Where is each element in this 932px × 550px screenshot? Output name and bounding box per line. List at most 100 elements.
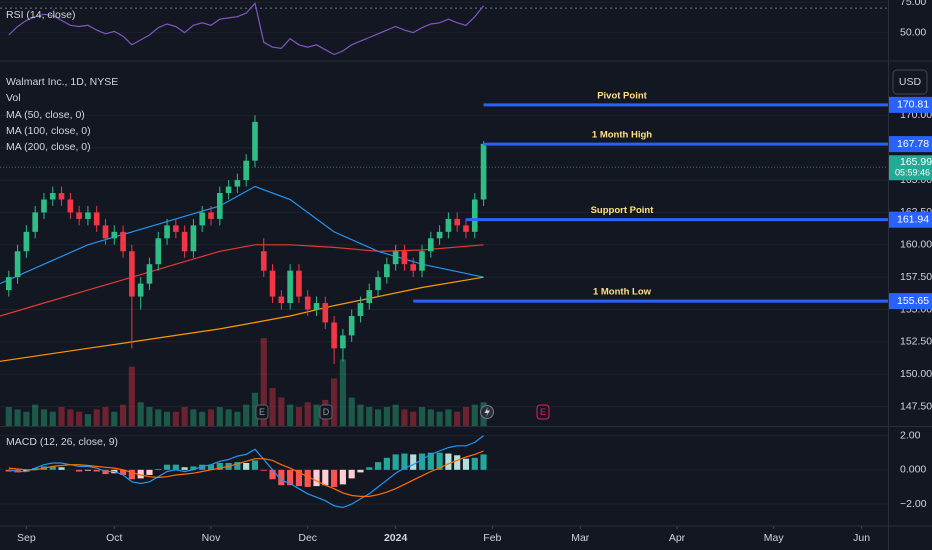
volume-bar xyxy=(84,414,91,426)
candle-body xyxy=(76,212,82,219)
candle-body xyxy=(463,225,469,232)
volume-bar xyxy=(436,411,443,426)
event-marker xyxy=(536,404,550,420)
candle-body xyxy=(252,121,258,161)
macd-histogram xyxy=(190,466,197,470)
macd-histogram xyxy=(260,469,267,471)
macd-histogram xyxy=(128,469,135,480)
rsi-line xyxy=(8,2,485,56)
candle-body xyxy=(269,270,276,297)
volume-bar xyxy=(5,407,12,426)
macd-histogram xyxy=(304,469,311,487)
candle-body xyxy=(111,231,118,239)
countdown-label: 05:59:46 xyxy=(895,168,930,178)
volume-bar xyxy=(348,397,355,426)
macd-histogram xyxy=(243,462,250,470)
candle-body xyxy=(304,296,311,310)
candle-body xyxy=(243,160,249,181)
macd-histogram xyxy=(348,469,355,479)
macd-line xyxy=(8,450,484,497)
level-label: 1 Month Low xyxy=(593,287,652,298)
y-tick-label: 160.00 xyxy=(900,239,932,251)
volume-bar xyxy=(445,409,452,426)
y-tick-label: 150.00 xyxy=(900,368,932,380)
candle-body xyxy=(384,264,390,278)
macd-histogram xyxy=(251,460,259,470)
moving-average xyxy=(0,244,484,317)
currency-button[interactable] xyxy=(892,69,928,95)
candle-body xyxy=(419,251,425,271)
volume-bar xyxy=(23,411,30,426)
candle-body xyxy=(85,212,91,219)
macd-pane: 2.00 0.000 −2.00 xyxy=(0,429,927,510)
macd-histogram xyxy=(207,464,215,470)
volume-bar xyxy=(471,404,478,426)
overlay: RSI (14, close) Walmart Inc., 1D, NYSE V… xyxy=(6,9,928,448)
volume-bar xyxy=(146,407,153,426)
moving-average xyxy=(0,276,484,362)
macd-histogram xyxy=(76,469,83,472)
macd-histogram xyxy=(58,467,65,470)
macd-histogram xyxy=(418,453,426,470)
candle-body xyxy=(340,335,346,349)
level-price-box xyxy=(889,211,932,228)
volume-bar xyxy=(32,404,39,426)
volume-bar xyxy=(427,409,434,426)
volume-bar xyxy=(93,409,100,426)
volume-bar xyxy=(383,407,390,426)
level-price-box xyxy=(889,96,932,113)
volume-bar xyxy=(260,338,267,426)
macd-histogram xyxy=(269,469,276,480)
volume-bar xyxy=(181,407,188,426)
level-price-label: 167.78 xyxy=(897,138,929,150)
macd-histogram xyxy=(23,469,30,472)
volume-label: Vol xyxy=(6,92,21,104)
volume-bar xyxy=(190,409,197,426)
candle-body xyxy=(120,231,126,252)
candle-body xyxy=(331,322,337,349)
volume-bar xyxy=(128,366,135,426)
macd-histogram xyxy=(146,469,153,475)
macd-histogram xyxy=(5,469,12,472)
macd-histogram xyxy=(137,469,144,479)
candle-body xyxy=(137,283,144,297)
macd-histogram xyxy=(322,469,329,486)
volume-bar xyxy=(269,388,276,426)
macd-histogram xyxy=(295,469,303,487)
macd-histogram xyxy=(155,468,162,470)
x-tick-label: Nov xyxy=(202,532,221,544)
x-tick-label: Mar xyxy=(571,532,590,544)
macd-line xyxy=(8,435,484,509)
moving-average xyxy=(0,185,484,285)
candle-body xyxy=(58,193,65,200)
candle-body xyxy=(260,251,267,271)
volume-bar xyxy=(14,409,21,426)
level-price-label: 161.94 xyxy=(897,213,929,225)
macd-histogram xyxy=(216,462,223,470)
candle-body xyxy=(454,218,461,226)
volume-bar xyxy=(58,407,65,426)
candle-body xyxy=(67,199,74,213)
macd-histogram xyxy=(331,469,338,487)
macd-histogram xyxy=(383,457,390,470)
y-tick-label: 147.50 xyxy=(900,400,932,412)
macd-histogram xyxy=(278,469,285,486)
candle-body xyxy=(436,231,443,239)
volume-bar xyxy=(304,402,311,426)
candle-body xyxy=(93,212,100,226)
macd-histogram xyxy=(287,469,294,486)
volume-bar xyxy=(49,411,56,426)
y-tick-label: 50.00 xyxy=(900,26,926,38)
price-pane: 147.50150.00152.50155.00157.50160.00162.… xyxy=(0,90,932,426)
currency-label[interactable]: USD xyxy=(899,76,922,88)
legend-entry: MA (200, close, 0) xyxy=(6,141,91,153)
macd-histogram xyxy=(471,457,478,470)
y-tick-label: 2.00 xyxy=(900,429,921,441)
macd-histogram xyxy=(32,468,39,470)
volume-bar xyxy=(331,378,338,426)
volume-bar xyxy=(216,407,223,426)
candle-body xyxy=(287,270,293,304)
